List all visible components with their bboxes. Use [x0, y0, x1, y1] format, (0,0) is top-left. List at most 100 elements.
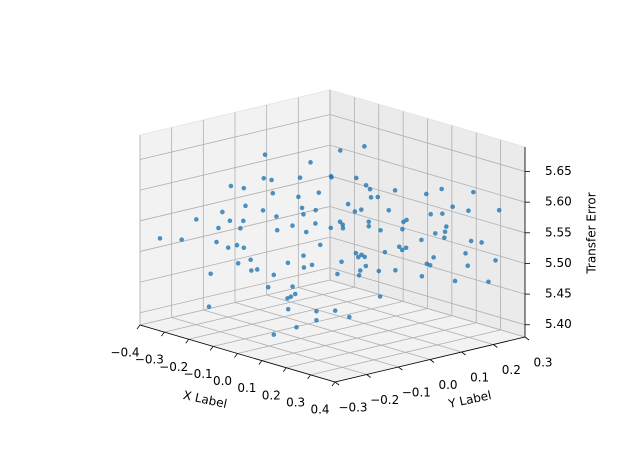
point: [269, 177, 274, 183]
x-tick: [307, 374, 311, 380]
point: [427, 262, 433, 268]
point: [228, 183, 234, 189]
grid-line: [298, 287, 494, 345]
point: [294, 324, 299, 330]
point: [479, 240, 484, 245]
point: [241, 245, 247, 251]
y-axis-line: [334, 336, 526, 383]
x-tick-label: −0.4: [110, 346, 139, 360]
grid-line: [329, 206, 526, 264]
point: [216, 225, 221, 231]
point: [431, 255, 436, 260]
x-tick-label: −0.2: [159, 360, 188, 374]
point: [157, 236, 163, 241]
point: [419, 273, 425, 279]
x-axis-line: [139, 324, 336, 383]
grid-line: [139, 206, 331, 252]
x-axis-label: X Label: [182, 388, 228, 411]
x-tick: [161, 331, 165, 337]
point: [292, 291, 298, 297]
point: [261, 175, 267, 181]
point: [366, 223, 372, 229]
point: [313, 221, 318, 226]
z-tick-label: 5.60: [545, 195, 572, 209]
grid-line: [139, 144, 331, 191]
point: [354, 175, 359, 181]
point: [340, 225, 346, 231]
point: [271, 272, 277, 278]
point: [450, 204, 455, 210]
point: [297, 175, 303, 181]
point: [332, 308, 338, 313]
point: [274, 214, 279, 219]
point: [428, 211, 433, 217]
point: [362, 254, 368, 260]
point: [340, 222, 346, 228]
x-tick-label: 0.1: [237, 381, 256, 395]
point: [439, 186, 444, 192]
point: [317, 242, 323, 248]
point: [442, 235, 447, 241]
point: [468, 238, 474, 244]
point: [376, 268, 382, 274]
grid-line: [139, 267, 331, 314]
point: [179, 237, 184, 242]
z-tick-label: 5.50: [545, 256, 572, 270]
x-tick-label: −0.3: [135, 353, 164, 367]
y-tick: [334, 381, 340, 386]
point: [285, 296, 290, 301]
y-tick: [398, 366, 403, 371]
point: [358, 207, 364, 212]
y-tick-label: 0.1: [470, 371, 489, 385]
point: [285, 306, 291, 312]
point: [206, 304, 212, 310]
point: [493, 258, 498, 263]
point: [234, 242, 240, 248]
y-tick-label: 0.0: [438, 378, 457, 392]
point: [309, 262, 315, 268]
grid-line: [329, 114, 526, 172]
point: [362, 144, 367, 149]
point: [347, 314, 352, 320]
point: [339, 259, 344, 265]
point: [303, 229, 309, 235]
point: [249, 268, 254, 273]
grid: [136, 90, 530, 387]
point: [386, 207, 392, 213]
x-tick-label: 0.3: [286, 395, 305, 409]
x-tick-label: 0.0: [213, 374, 232, 388]
point: [404, 217, 409, 223]
point: [254, 267, 260, 272]
point: [345, 201, 351, 207]
y-tick: [366, 374, 371, 378]
panes: [138, 89, 527, 383]
point: [423, 191, 429, 197]
point: [290, 223, 295, 228]
point: [290, 284, 295, 289]
y-tick: [429, 359, 435, 363]
point: [466, 208, 471, 214]
point: [486, 279, 491, 285]
point: [471, 189, 476, 195]
x-tick: [209, 346, 214, 351]
point: [403, 245, 409, 251]
x-tick: [258, 360, 263, 365]
point: [368, 195, 374, 200]
point: [463, 251, 468, 256]
point: [356, 273, 362, 278]
point: [465, 263, 471, 269]
x-tick: [234, 353, 238, 358]
point: [238, 226, 243, 231]
y-tick-label: −0.1: [402, 386, 431, 400]
y-tick: [524, 336, 530, 341]
grid-line: [139, 114, 331, 160]
point: [214, 239, 219, 245]
point: [299, 205, 305, 211]
z-tick-label: 5.40: [545, 317, 572, 331]
point: [363, 263, 369, 269]
y-tick-label: −0.3: [338, 401, 367, 415]
point: [366, 219, 372, 225]
points: [157, 144, 502, 337]
x-tick: [331, 381, 336, 387]
